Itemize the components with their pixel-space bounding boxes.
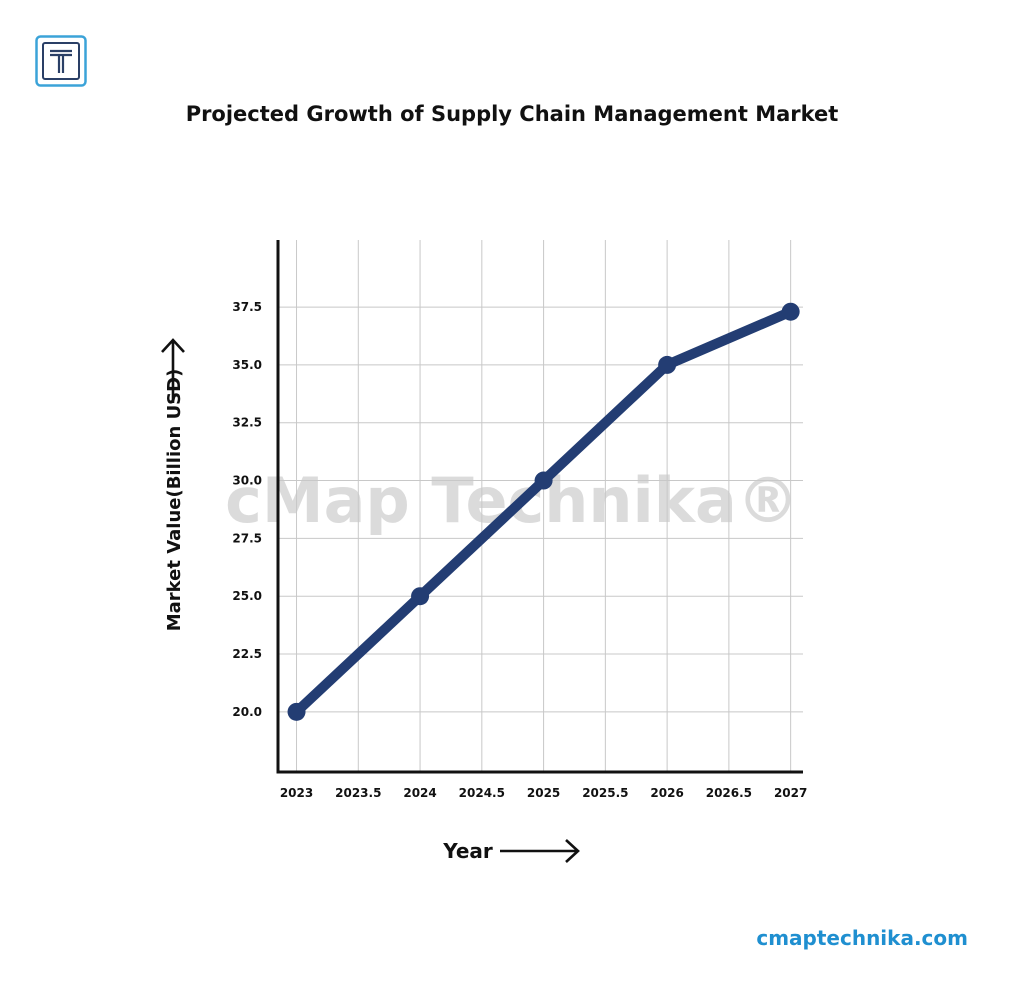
y-tick-label: 22.5 [232, 647, 262, 661]
x-axis-label: Year [442, 839, 493, 863]
x-tick-label: 2024 [403, 786, 436, 800]
y-tick-label: 25.0 [232, 589, 262, 603]
y-tick-label: 30.0 [232, 474, 262, 488]
x-tick-label: 2023 [280, 786, 313, 800]
x-axis-arrow-icon [500, 839, 580, 863]
y-tick-label: 20.0 [232, 705, 262, 719]
x-tick-label: 2025.5 [582, 786, 628, 800]
watermark: cMap Technika® [225, 464, 799, 537]
data-point [658, 355, 677, 374]
data-point [534, 471, 553, 490]
y-tick-label: 32.5 [232, 416, 262, 430]
y-axis-label: Market Value(Billion USD) [164, 369, 185, 632]
axes [276, 240, 803, 774]
x-tick-label: 2027 [774, 786, 807, 800]
x-tick-label: 2024.5 [459, 786, 505, 800]
series [287, 302, 800, 721]
y-axis-arrow-icon [161, 338, 185, 403]
x-tick-labels: 2023 2023.5 2024 2024.5 2025 2025.5 2026 2026.5… [280, 786, 808, 800]
grid [278, 240, 803, 772]
data-point [411, 587, 430, 606]
x-tick-label: 2023.5 [335, 786, 381, 800]
data-point [287, 702, 306, 721]
y-tick-label: 37.5 [232, 300, 262, 314]
data-point [781, 302, 800, 321]
t-logo-icon [35, 35, 87, 87]
x-tick-label: 2025 [527, 786, 560, 800]
chart-title: Projected Growth of Supply Chain Managem… [185, 102, 839, 126]
y-tick-label: 27.5 [232, 531, 262, 545]
x-tick-label: 2026 [650, 786, 683, 800]
footer-site-link[interactable]: cmaptechnika.com [756, 926, 968, 950]
y-tick-labels: 20.0 22.5 25.0 27.5 30.0 32.5 35.0 37.5 [232, 300, 262, 719]
x-tick-label: 2026.5 [706, 786, 752, 800]
y-tick-label: 35.0 [232, 358, 262, 372]
